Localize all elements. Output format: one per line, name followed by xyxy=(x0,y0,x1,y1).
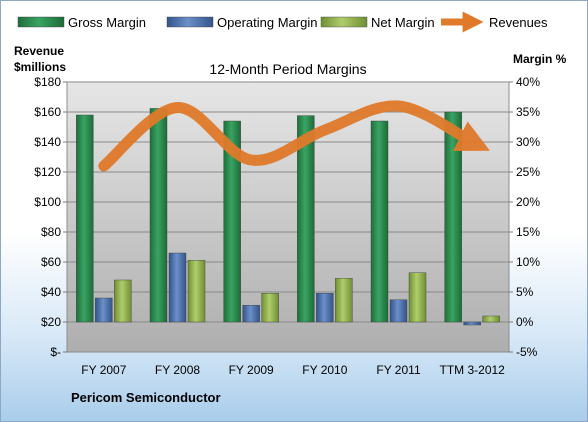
legend-label: Gross Margin xyxy=(68,15,146,30)
operating-margin-bar xyxy=(316,293,334,323)
category-label: FY 2011 xyxy=(376,363,421,377)
net-margin-bar xyxy=(187,260,206,323)
operating-margin-bar xyxy=(242,305,260,323)
right-tick-label: 20% xyxy=(516,195,540,209)
operating-margin-bar xyxy=(95,297,113,323)
chart-title: 12-Month Period Margins xyxy=(209,61,366,77)
category-label: FY 2008 xyxy=(155,363,200,377)
legend-label: Net Margin xyxy=(371,15,435,30)
category-label: TTM 3-2012 xyxy=(439,363,505,377)
gross-margin-bar xyxy=(370,120,389,323)
gross-margin-bar xyxy=(76,114,94,323)
right-tick-label: 10% xyxy=(516,255,540,269)
gross-margin-bar xyxy=(149,108,168,323)
operating-margin-bar xyxy=(463,321,481,326)
legend-swatch xyxy=(17,16,65,28)
left-tick-label: $100 xyxy=(34,195,61,209)
category-label: FY 2009 xyxy=(229,363,274,377)
right-tick-label: 35% xyxy=(516,105,540,119)
legend-swatch xyxy=(320,16,368,28)
category-label: FY 2010 xyxy=(302,363,347,377)
right-tick-label: 40% xyxy=(516,75,540,89)
operating-margin-bar xyxy=(168,252,187,323)
net-margin-bar xyxy=(408,272,427,323)
right-tick-label: -5% xyxy=(516,345,538,359)
left-tick-label: $80 xyxy=(41,225,61,239)
right-tick-label: 25% xyxy=(516,165,540,179)
category-label: FY 2007 xyxy=(81,363,126,377)
right-tick-label: 15% xyxy=(516,225,540,239)
company-label: Pericom Semiconductor xyxy=(71,390,221,405)
operating-margin-bar xyxy=(389,299,408,323)
left-tick-label: $60 xyxy=(41,255,61,269)
right-axis-title: Margin % xyxy=(513,52,567,66)
legend-label: Operating Margin xyxy=(217,15,317,30)
gross-margin-bar xyxy=(444,111,462,323)
left-axis-title-line2: $millions xyxy=(14,60,66,74)
legend-swatch xyxy=(166,16,214,28)
right-tick-label: 0% xyxy=(516,315,534,329)
revenues-line xyxy=(98,100,490,172)
right-tick-label: 30% xyxy=(516,135,540,149)
gross-margin-bar xyxy=(297,115,315,323)
net-margin-bar xyxy=(482,315,500,323)
left-axis-title-line1: Revenue xyxy=(14,44,64,58)
legend-revenues-label: Revenues xyxy=(489,15,548,30)
gross-margin-bar xyxy=(223,120,241,323)
left-tick-label: $40 xyxy=(41,285,61,299)
left-tick-label: $160 xyxy=(34,105,61,119)
left-tick-label: $20 xyxy=(41,315,61,329)
net-margin-bar xyxy=(114,279,132,323)
left-tick-label: $120 xyxy=(34,165,61,179)
right-tick-label: 5% xyxy=(516,285,534,299)
left-tick-label: $140 xyxy=(34,135,61,149)
net-margin-bar xyxy=(261,293,279,323)
net-margin-bar xyxy=(335,278,353,323)
left-tick-label: $- xyxy=(50,345,61,359)
left-tick-label: $180 xyxy=(34,75,61,89)
